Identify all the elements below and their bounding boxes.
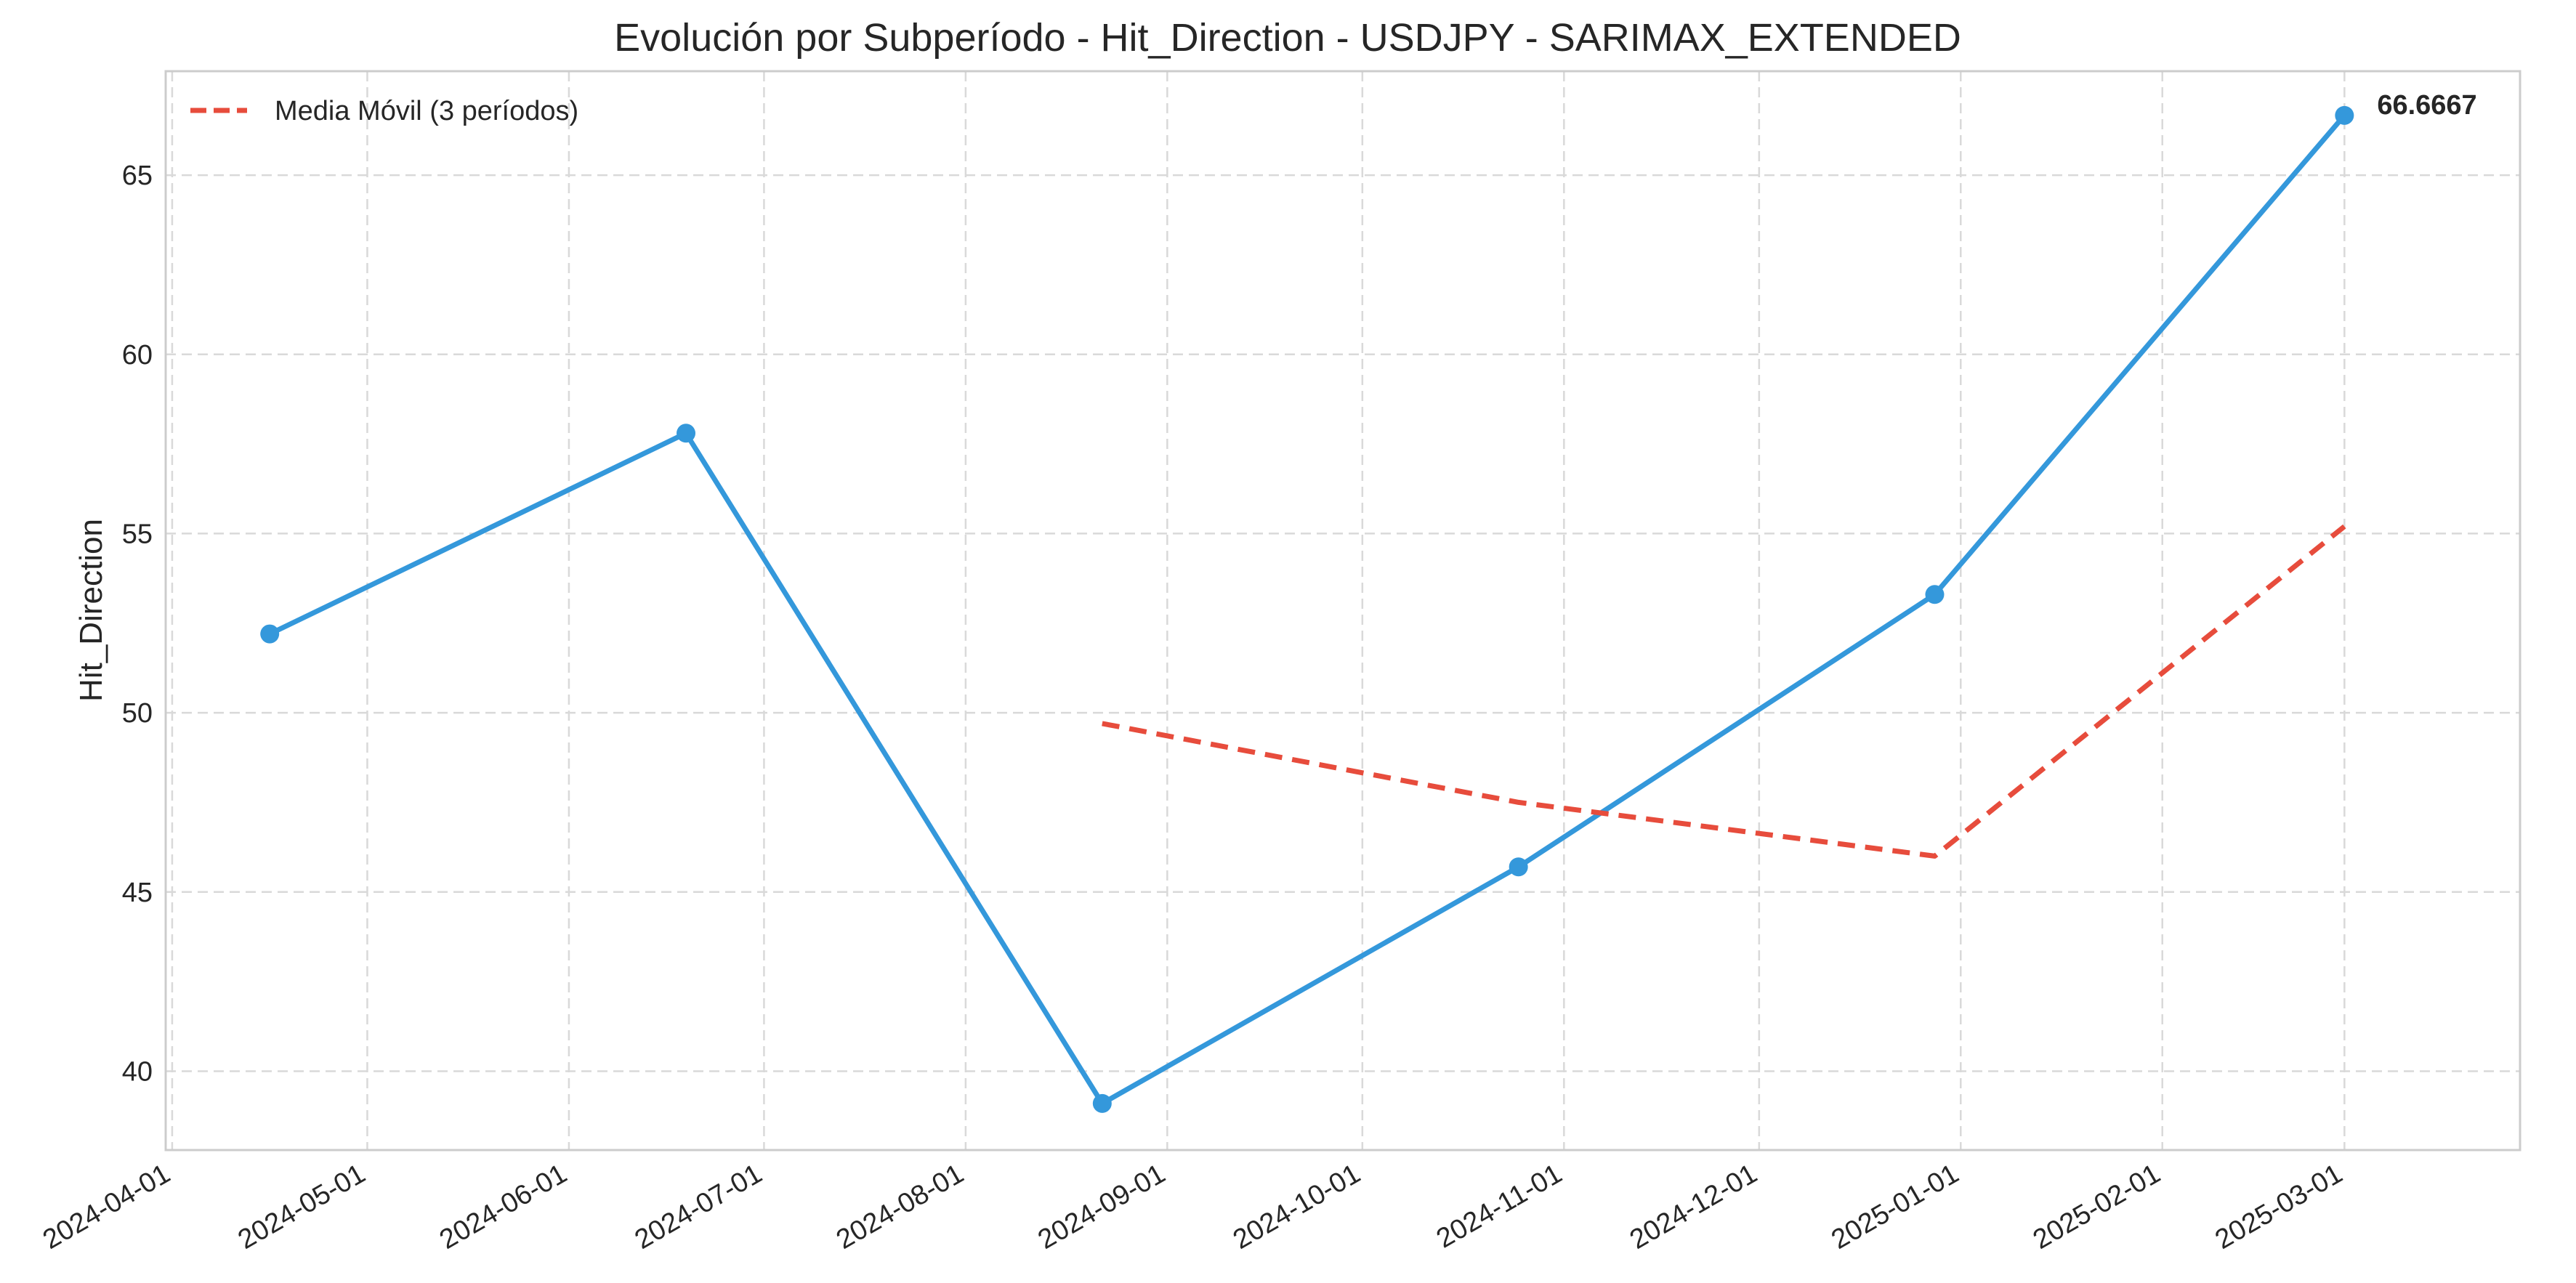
data-point [1509, 857, 1528, 877]
data-point [2335, 105, 2354, 125]
series-layer [260, 105, 2354, 1113]
grid [166, 71, 2520, 1150]
legend-label-moving-average: Media Móvil (3 períodos) [275, 96, 578, 126]
data-point [1925, 585, 1945, 604]
moving-average-line [1102, 524, 2346, 859]
legend: Media Móvil (3 períodos) [190, 96, 578, 126]
y-axis-label: Hit_Direction [73, 519, 109, 702]
y-tick-label: 65 [122, 161, 153, 191]
y-tick-label: 40 [122, 1056, 153, 1087]
y-tick-label: 45 [122, 878, 153, 908]
hit-direction-line [267, 113, 2347, 1106]
plot-frame [164, 70, 2522, 1152]
chart-title: Evolución por Subperíodo - Hit_Direction… [614, 16, 1961, 60]
annotations: 66.6667 [2377, 90, 2476, 121]
y-tick-label: 50 [122, 698, 153, 729]
data-point [1092, 1093, 1112, 1113]
y-tick-label: 60 [122, 340, 153, 371]
data-point [260, 624, 280, 644]
y-tick-label: 55 [122, 519, 153, 549]
last-value-label: 66.6667 [2377, 90, 2476, 121]
data-point [677, 424, 696, 443]
